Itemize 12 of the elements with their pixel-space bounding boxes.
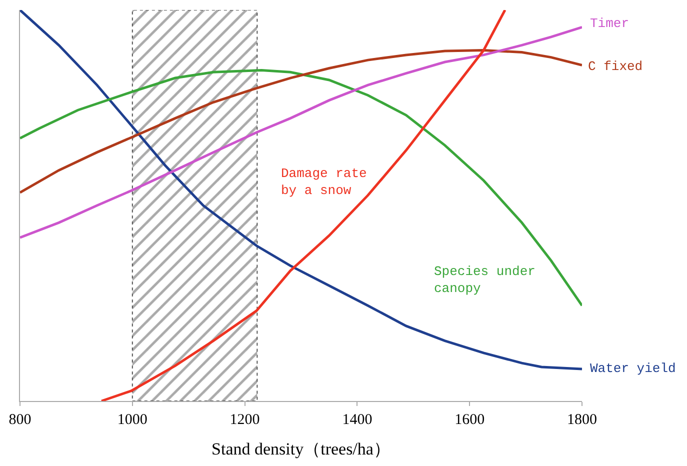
series-label: Water yield — [590, 361, 676, 376]
x-tick-label: 1400 — [342, 412, 372, 428]
x-tick-label: 1600 — [454, 412, 485, 428]
x-tick-label: 1200 — [230, 412, 260, 428]
x-tick-label: 1000 — [117, 412, 148, 428]
series-label: Species under canopy — [434, 264, 536, 296]
x-axis-title: Stand density（trees/ha） — [212, 439, 390, 458]
series-label: Damage rate by a snow — [281, 166, 367, 198]
x-tick-label: 800 — [8, 412, 32, 428]
series-label: Timer — [590, 16, 630, 31]
series-label: C fixed — [588, 59, 643, 74]
x-tick-label: 1800 — [567, 412, 597, 428]
